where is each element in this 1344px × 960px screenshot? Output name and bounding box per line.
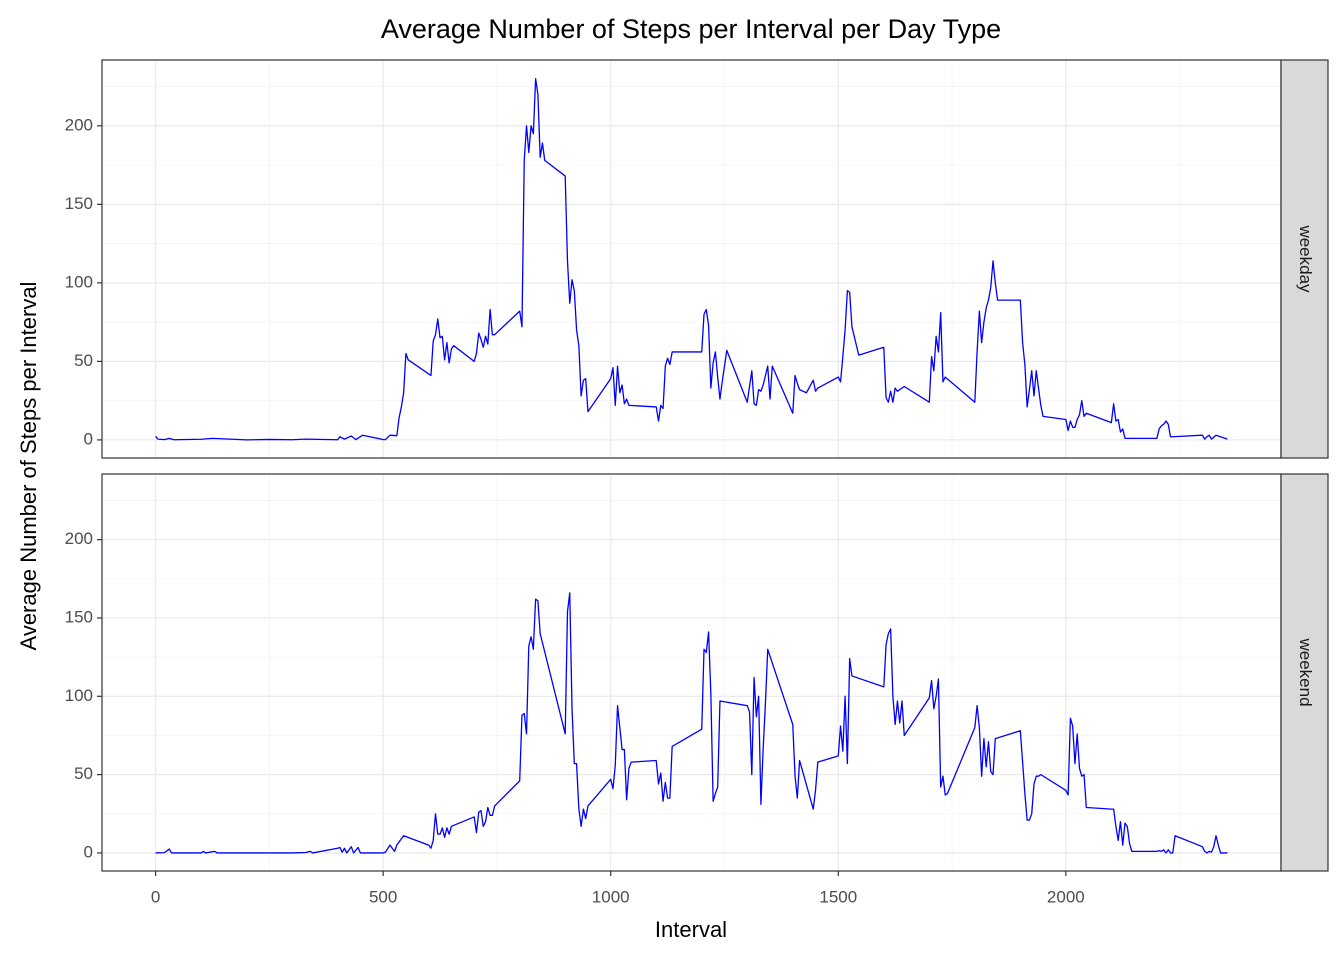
strip-background: [1280, 59, 1329, 459]
y-tick-label: 50: [74, 764, 93, 783]
strip-label: weekend: [1296, 637, 1315, 706]
y-tick-label: 100: [65, 686, 93, 705]
strip-background: [1280, 473, 1329, 872]
x-tick-label: 0: [151, 887, 160, 906]
data-line: [155, 78, 1228, 441]
y-tick-label: 50: [74, 351, 93, 370]
strip-label: weekday: [1296, 224, 1315, 293]
y-tick-label: 150: [65, 607, 93, 626]
y-tick-label: 200: [65, 115, 93, 134]
x-tick-label: 2000: [1047, 887, 1085, 906]
y-tick-label: 0: [84, 429, 93, 448]
y-tick-label: 100: [65, 272, 93, 291]
y-tick-label: 150: [65, 194, 93, 213]
x-axis-title: Interval: [655, 917, 727, 942]
chart-title: Average Number of Steps per Interval per…: [381, 14, 1001, 44]
x-tick-label: 1000: [592, 887, 630, 906]
y-tick-label: 0: [84, 842, 93, 861]
data-line: [155, 592, 1228, 854]
x-tick-label: 1500: [819, 887, 857, 906]
y-axis-title: Average Number of Steps per Interval: [16, 282, 41, 651]
x-tick-label: 500: [369, 887, 397, 906]
panel-background: [102, 474, 1281, 871]
y-tick-label: 200: [65, 529, 93, 548]
panel-background: [102, 60, 1281, 458]
